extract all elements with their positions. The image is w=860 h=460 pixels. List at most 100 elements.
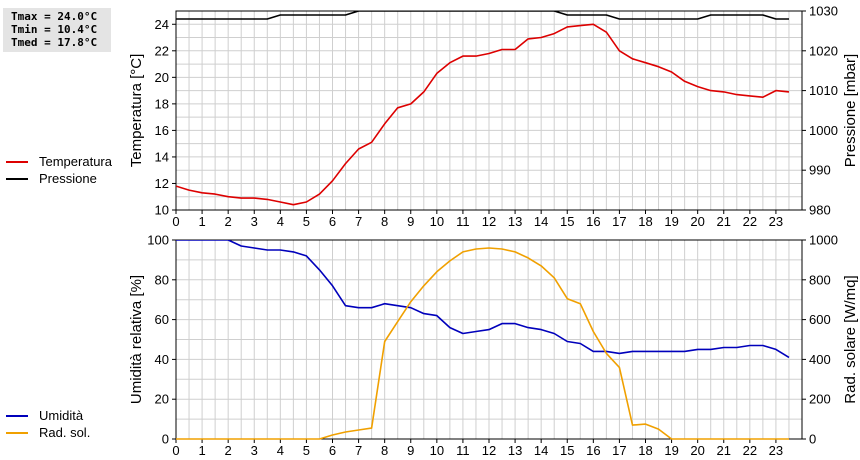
tmed-stat: Tmed = 17.8°C xyxy=(11,36,98,49)
series-line-pressione xyxy=(176,11,789,20)
x-tick-label: 23 xyxy=(769,443,783,458)
x-tick-label: 1 xyxy=(198,443,205,458)
y-tick-label: 12 xyxy=(155,176,169,191)
y-tick-label: 18 xyxy=(155,96,169,111)
legend-label-temperature: Temperatura xyxy=(39,154,112,169)
x-tick-label: 10 xyxy=(430,443,444,458)
y-tick-label: 22 xyxy=(155,43,169,58)
y-tick-label: 100 xyxy=(147,233,169,248)
solar-swatch xyxy=(6,431,28,434)
x-tick-label: 3 xyxy=(251,214,258,229)
top-chart-legend: Temperatura Pressione xyxy=(6,153,112,187)
y2-tick-label: 980 xyxy=(809,203,831,218)
x-tick-label: 3 xyxy=(251,443,258,458)
x-tick-label: 16 xyxy=(586,443,600,458)
x-tick-label: 4 xyxy=(277,443,284,458)
series-line-temperatura xyxy=(176,23,790,206)
legend-item-humidity: Umidità xyxy=(6,407,90,424)
temperature-swatch xyxy=(6,160,28,163)
y2-tick-label: 800 xyxy=(809,272,831,287)
x-tick-label: 6 xyxy=(329,443,336,458)
x-tick-label: 7 xyxy=(355,214,362,229)
x-tick-label: 15 xyxy=(560,214,574,229)
y-axis-label: Temperatura [°C] xyxy=(128,54,145,168)
x-tick-label: 11 xyxy=(456,443,470,458)
y2-tick-label: 990 xyxy=(809,163,831,178)
y2-axis-label: Rad. solare [W/mq] xyxy=(842,275,859,403)
x-tick-label: 9 xyxy=(407,443,414,458)
x-tick-label: 19 xyxy=(664,443,678,458)
x-tick-label: 12 xyxy=(482,443,496,458)
x-tick-label: 5 xyxy=(303,443,310,458)
x-tick-label: 8 xyxy=(381,443,388,458)
x-tick-label: 2 xyxy=(225,214,232,229)
x-tick-label: 11 xyxy=(456,214,470,229)
pressure-swatch xyxy=(6,177,28,180)
legend-label-pressure: Pressione xyxy=(39,171,97,186)
series-line-rad-sol xyxy=(176,247,789,440)
x-tick-label: 13 xyxy=(508,214,522,229)
legend-item-temperature: Temperatura xyxy=(6,153,112,170)
y-tick-label: 60 xyxy=(155,312,169,327)
x-tick-label: 0 xyxy=(172,214,179,229)
x-tick-label: 14 xyxy=(534,443,548,458)
x-tick-label: 22 xyxy=(743,443,757,458)
y-tick-label: 10 xyxy=(155,203,169,218)
legend-label-solar: Rad. sol. xyxy=(39,425,91,440)
y-tick-label: 80 xyxy=(155,272,169,287)
x-tick-label: 8 xyxy=(381,214,388,229)
legend-label-humidity: Umidità xyxy=(39,408,84,423)
y2-tick-label: 1020 xyxy=(809,43,838,58)
y2-tick-label: 1000 xyxy=(809,233,838,248)
x-tick-label: 1 xyxy=(198,214,205,229)
y2-tick-label: 200 xyxy=(809,392,831,407)
x-tick-label: 4 xyxy=(277,214,284,229)
x-tick-label: 20 xyxy=(690,214,704,229)
x-tick-label: 18 xyxy=(638,214,652,229)
y2-axis-label: Pressione [mbar] xyxy=(842,54,859,167)
x-tick-label: 17 xyxy=(612,214,626,229)
x-tick-label: 9 xyxy=(407,214,414,229)
x-tick-label: 5 xyxy=(303,214,310,229)
y-axis-label: Umidità relativa [%] xyxy=(128,275,145,404)
x-tick-label: 2 xyxy=(225,443,232,458)
y2-tick-label: 1030 xyxy=(809,4,838,19)
legend-item-pressure: Pressione xyxy=(6,170,112,187)
y-tick-label: 16 xyxy=(155,123,169,138)
x-tick-label: 21 xyxy=(717,443,731,458)
temperature-stats-box: Tmax = 24.0°C Tmin = 10.4°C Tmed = 17.8°… xyxy=(3,8,111,52)
temperature-pressure-chart: 0 1 2 3 4 5 6 7 8 9 10 11 12 13 14 15 16 17 18 19 20 21 22 2310… xyxy=(128,4,859,230)
x-tick-label: 14 xyxy=(534,214,548,229)
bottom-chart-legend: Umidità Rad. sol. xyxy=(6,407,90,441)
x-tick-label: 10 xyxy=(430,214,444,229)
y2-tick-label: 600 xyxy=(809,312,831,327)
y-tick-label: 24 xyxy=(155,17,169,32)
y-tick-label: 14 xyxy=(155,149,169,164)
x-tick-label: 17 xyxy=(612,443,626,458)
y-tick-label: 40 xyxy=(155,352,169,367)
x-tick-label: 16 xyxy=(586,214,600,229)
x-tick-label: 12 xyxy=(482,214,496,229)
x-tick-label: 21 xyxy=(717,214,731,229)
y2-tick-label: 400 xyxy=(809,352,831,367)
humidity-swatch xyxy=(6,414,28,417)
y2-tick-label: 0 xyxy=(809,432,816,447)
y2-tick-label: 1000 xyxy=(809,123,838,138)
x-tick-label: 6 xyxy=(329,214,336,229)
x-tick-label: 13 xyxy=(508,443,522,458)
tmax-stat: Tmax = 24.0°C xyxy=(11,10,98,23)
y-tick-label: 20 xyxy=(155,70,169,85)
y2-tick-label: 1010 xyxy=(809,83,838,98)
x-tick-label: 23 xyxy=(769,214,783,229)
x-tick-label: 20 xyxy=(690,443,704,458)
tmin-stat: Tmin = 10.4°C xyxy=(11,23,98,36)
legend-item-solar: Rad. sol. xyxy=(6,424,90,441)
y-tick-label: 20 xyxy=(155,392,169,407)
x-tick-label: 0 xyxy=(172,443,179,458)
series-line-umidit xyxy=(176,240,790,359)
x-tick-label: 22 xyxy=(743,214,757,229)
x-tick-label: 7 xyxy=(355,443,362,458)
y-tick-label: 0 xyxy=(162,432,169,447)
x-tick-label: 18 xyxy=(638,443,652,458)
